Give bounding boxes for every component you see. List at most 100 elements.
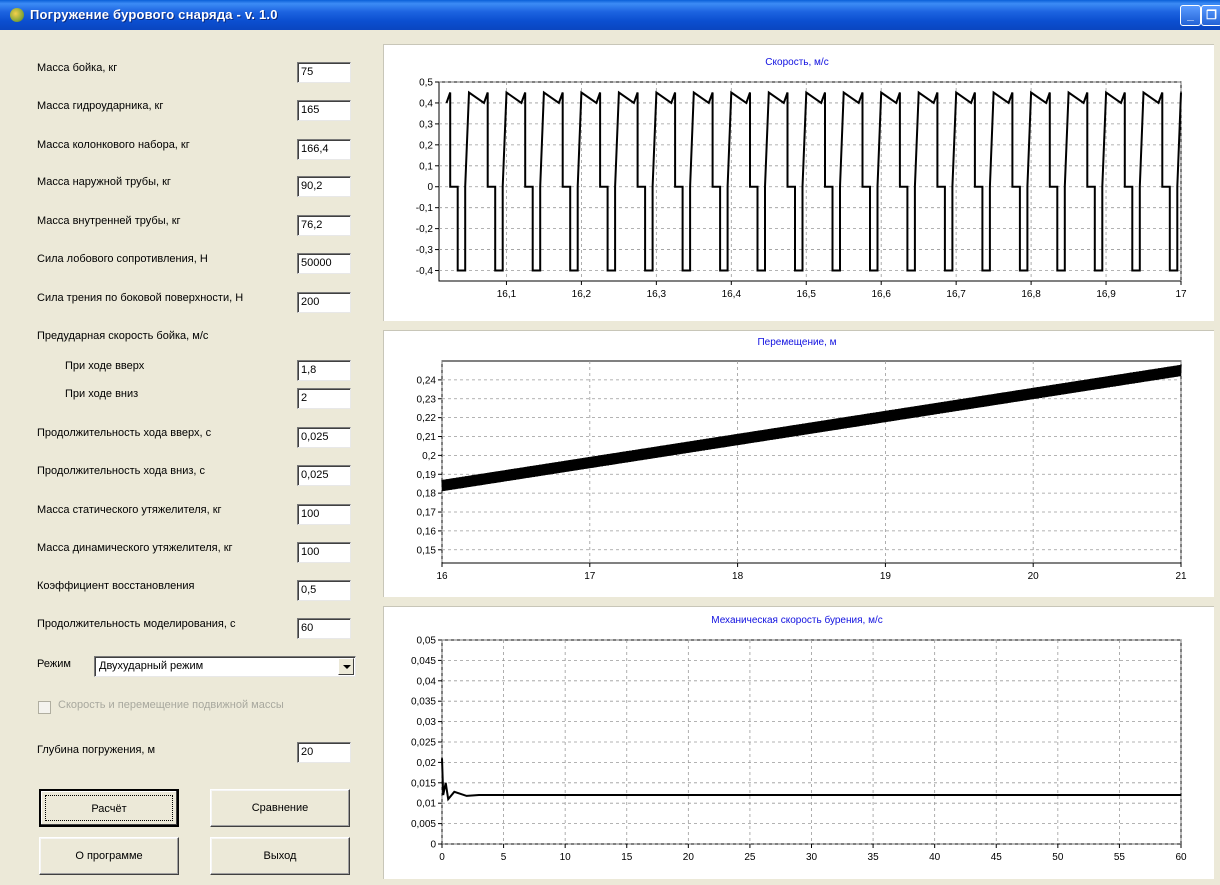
x-tick-label: 40 — [929, 852, 941, 863]
x-tick-label: 60 — [1175, 852, 1187, 863]
label-downstroke-duration: Продолжительность хода вниз, с — [37, 465, 206, 477]
y-tick-label: 0,03 — [417, 717, 437, 728]
x-tick-label: 16,3 — [647, 289, 667, 300]
label-core-set-mass: Масса колонкового набора, кг — [37, 139, 190, 151]
exit-button-label: Выход — [263, 850, 297, 862]
series-line — [445, 90, 1182, 272]
outer-tube-mass-field[interactable]: 90,2 — [297, 176, 351, 197]
x-tick-label: 21 — [1175, 571, 1187, 582]
series-line — [441, 758, 1181, 802]
y-tick-label: 0,17 — [417, 508, 437, 519]
y-tick-label: 0,1 — [419, 161, 433, 172]
y-tick-label: 0,2 — [419, 140, 433, 151]
label-upstroke-velocity: При ходе вверх — [65, 360, 145, 372]
simulation-duration-field[interactable]: 60 — [297, 618, 351, 639]
hammer-mass-field[interactable]: 75 — [297, 62, 351, 83]
label-mode: Режим — [37, 658, 71, 670]
y-tick-label: 0,2 — [422, 451, 436, 462]
y-tick-label: -0,3 — [416, 245, 434, 256]
side-friction-field[interactable]: 200 — [297, 292, 351, 313]
displacement-chart: Перемещение, м 0,24 0,23 0,22 0,21 0,2 0,19 0,1… — [417, 337, 1187, 582]
app-icon — [10, 8, 24, 22]
penetration-depth-field[interactable]: 20 — [297, 742, 351, 763]
x-tick-label: 20 — [683, 852, 695, 863]
y-tick-label: 0,005 — [411, 819, 436, 830]
hydrohammer-mass-field[interactable]: 165 — [297, 100, 351, 121]
x-tick-label: 17 — [584, 571, 596, 582]
x-tick-label: 16,4 — [722, 289, 742, 300]
y-tick-label: 0,18 — [417, 489, 437, 500]
x-tick-label: 10 — [560, 852, 572, 863]
minimize-button[interactable]: _ — [1180, 5, 1201, 26]
y-tick-label: 0,045 — [411, 656, 436, 667]
y-tick-label: 0,15 — [417, 545, 437, 556]
frontal-resistance-field[interactable]: 50000 — [297, 253, 351, 274]
maximize-button[interactable]: ❐ — [1201, 5, 1220, 26]
calculate-button-label: Расчёт — [91, 803, 127, 815]
label-hydrohammer-mass: Масса гидроударника, кг — [37, 100, 164, 112]
y-tick-label: -0,2 — [416, 224, 434, 235]
compare-button-label: Сравнение — [251, 802, 309, 814]
x-tick-label: 16,1 — [497, 289, 517, 300]
dynamic-weight-mass-field[interactable]: 100 — [297, 542, 351, 563]
x-tick-label: 16,9 — [1096, 289, 1116, 300]
x-tick-label: 30 — [806, 852, 818, 863]
upstroke-velocity-field[interactable]: 1,8 — [297, 360, 351, 381]
y-tick-label: 0,04 — [417, 676, 437, 687]
x-tick-label: 16,5 — [797, 289, 817, 300]
label-downstroke-velocity: При ходе вниз — [65, 388, 139, 400]
x-tick-label: 55 — [1114, 852, 1126, 863]
chart-title: Скорость, м/с — [765, 57, 828, 68]
y-tick-label: 0,23 — [417, 394, 437, 405]
label-static-weight-mass: Масса статического утяжелителя, кг — [37, 504, 222, 516]
label-hammer-mass: Масса бойка, кг — [37, 62, 118, 74]
chevron-down-icon[interactable] — [338, 658, 354, 675]
y-tick-label: 0,19 — [417, 470, 437, 481]
mode-selected-value: Двухударный режим — [99, 660, 204, 672]
exit-button[interactable]: Выход — [210, 837, 350, 875]
x-tick-label: 35 — [868, 852, 880, 863]
label-penetration-depth: Глубина погружения, м — [37, 744, 156, 756]
drilling-rate-chart: Механическая скорость бурения, м/с 0,05 0,… — [411, 614, 1187, 863]
y-tick-label: 0,5 — [419, 78, 433, 89]
y-tick-label: 0,3 — [419, 119, 433, 130]
label-simulation-duration: Продолжительность моделирования, с — [37, 618, 236, 630]
core-set-mass-field[interactable]: 166,4 — [297, 139, 351, 160]
label-inner-tube-mass: Масса внутренней трубы, кг — [37, 215, 181, 227]
compare-button[interactable]: Сравнение — [210, 789, 350, 827]
restitution-coefficient-field[interactable]: 0,5 — [297, 580, 351, 601]
y-tick-label: 0,025 — [411, 738, 436, 749]
y-tick-label: 0,21 — [417, 432, 437, 443]
drilling-rate-chart-panel: Механическая скорость бурения, м/с 0,05 0,… — [383, 606, 1214, 879]
window-title: Погружение бурового снаряда - v. 1.0 — [30, 7, 278, 22]
y-tick-label: 0,015 — [411, 778, 436, 789]
calculate-button[interactable]: Расчёт — [39, 789, 179, 827]
displacement-chart-panel: Перемещение, м 0,24 0,23 0,22 0,21 0,2 0,19 0,1… — [383, 330, 1214, 597]
static-weight-mass-field[interactable]: 100 — [297, 504, 351, 525]
x-tick-label: 16 — [436, 571, 448, 582]
y-tick-label: 0,24 — [417, 375, 437, 386]
about-button[interactable]: О программе — [39, 837, 179, 875]
x-tick-label: 16,7 — [946, 289, 966, 300]
inner-tube-mass-field[interactable]: 76,2 — [297, 215, 351, 236]
x-tick-label: 16,6 — [871, 289, 891, 300]
y-tick-label: 0,4 — [419, 98, 433, 109]
upstroke-duration-field[interactable]: 0,025 — [297, 427, 351, 448]
y-tick-label: 0,16 — [417, 526, 437, 537]
label-frontal-resistance: Сила лобового сопротивления, Н — [37, 253, 208, 265]
mode-select[interactable]: Двухударный режим — [94, 656, 356, 677]
x-tick-label: 15 — [621, 852, 633, 863]
series-line — [441, 364, 1182, 492]
moving-mass-checkbox[interactable] — [38, 701, 51, 714]
downstroke-duration-field[interactable]: 0,025 — [297, 465, 351, 486]
downstroke-velocity-field[interactable]: 2 — [297, 388, 351, 409]
moving-mass-checkbox-label: Скорость и перемещение подвижной массы — [58, 699, 284, 711]
focus-rectangle — [45, 795, 173, 821]
chart-title: Перемещение, м — [757, 337, 836, 348]
x-tick-label: 17 — [1175, 289, 1187, 300]
chart-title: Механическая скорость бурения, м/с — [711, 614, 882, 626]
label-pre-impact-velocity: Предударная скорость бойка, м/с — [37, 330, 209, 342]
x-tick-label: 45 — [991, 852, 1003, 863]
x-tick-label: 16,2 — [572, 289, 592, 300]
x-tick-label: 0 — [439, 852, 445, 863]
